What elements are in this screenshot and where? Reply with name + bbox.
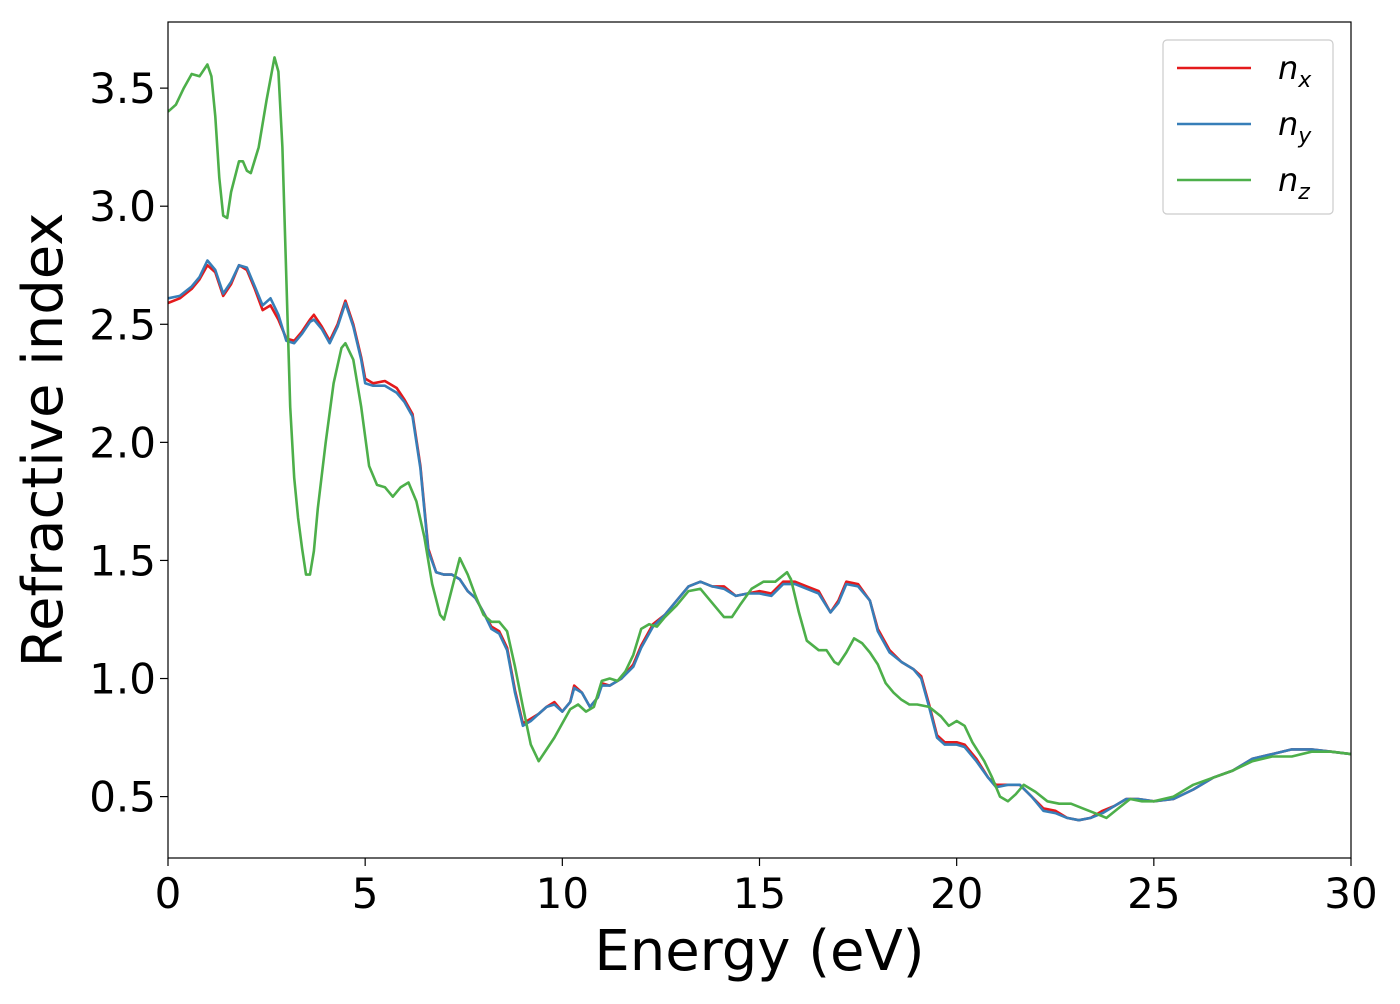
x-tick-label: 30 [1324, 869, 1377, 918]
y-tick-label: 3.5 [89, 64, 156, 113]
series-line-nx [168, 263, 1351, 822]
y-tick-label: 2.0 [89, 418, 156, 467]
y-tick-label: 1.0 [89, 655, 156, 704]
x-tick-label: 0 [155, 869, 182, 918]
series-line-nz [168, 56, 1351, 820]
lines-layer [168, 56, 1351, 822]
y-axis-title: Refractive index [11, 213, 76, 668]
x-tick-label: 20 [930, 869, 983, 918]
x-tick-label: 25 [1127, 869, 1180, 918]
x-tick-label: 15 [733, 869, 786, 918]
ticks-layer: 0 5 10 15 20 25 30 0.5 1.0 1.5 2.0 2.5 3.0 3.5 [89, 64, 1378, 918]
y-tick-label: 2.5 [89, 300, 156, 349]
x-tick-label: 5 [352, 869, 379, 918]
x-tick-label: 10 [536, 869, 589, 918]
y-tick-label: 1.5 [89, 536, 156, 585]
legend-box [1162, 39, 1334, 215]
y-tick-label: 3.0 [89, 182, 156, 231]
y-tick-label: 0.5 [89, 773, 156, 822]
series-line-ny [168, 259, 1351, 822]
x-axis-title: Energy (eV) [594, 919, 924, 984]
